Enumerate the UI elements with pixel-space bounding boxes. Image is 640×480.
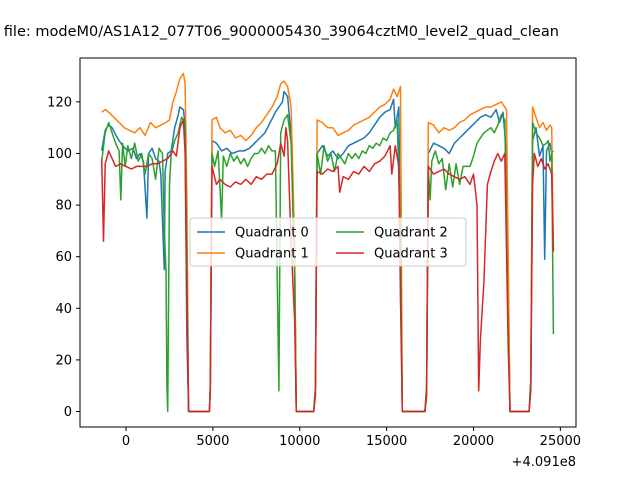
x-axis: 0 5000 10000 15000 20000 25000	[122, 427, 581, 449]
legend-box	[189, 217, 467, 267]
y-tick-label: 40	[55, 302, 72, 317]
y-tick-label: 80	[55, 199, 72, 214]
x-tick-label: 15000	[366, 434, 407, 449]
legend-label-quadrant-0: Quadrant 0	[235, 226, 309, 241]
x-tick-label: 0	[122, 434, 130, 449]
legend-label-quadrant-2: Quadrant 2	[374, 226, 448, 241]
series-line-quadrant-3	[100, 119, 555, 413]
series-line-quadrant-2	[100, 114, 555, 413]
y-tick-label: 100	[47, 147, 72, 162]
x-tick-label: 5000	[196, 434, 229, 449]
x-tick-label: 25000	[540, 434, 581, 449]
series-line-quadrant-1	[101, 72, 555, 413]
legend-label-quadrant-1: Quadrant 1	[235, 247, 309, 262]
legend: Quadrant 0 Quadrant 1 Quadrant 2 Quadrant 3	[189, 217, 467, 267]
y-axis: 0 20 40 60 80 100 120	[47, 95, 80, 420]
legend-label-quadrant-3: Quadrant 3	[374, 247, 448, 262]
chart-title: n file: modeM0/AS1A12_077T06_9000005430_…	[0, 24, 559, 40]
x-axis-offset-label: +4.091e8	[512, 455, 576, 470]
series-layer	[100, 72, 555, 413]
plot-frame	[79, 57, 577, 428]
x-tick-label: 10000	[279, 434, 320, 449]
y-tick-label: 0	[64, 405, 72, 420]
y-tick-label: 120	[47, 95, 72, 110]
y-tick-label: 60	[55, 250, 72, 265]
y-tick-label: 20	[55, 353, 72, 368]
x-tick-label: 20000	[453, 434, 494, 449]
